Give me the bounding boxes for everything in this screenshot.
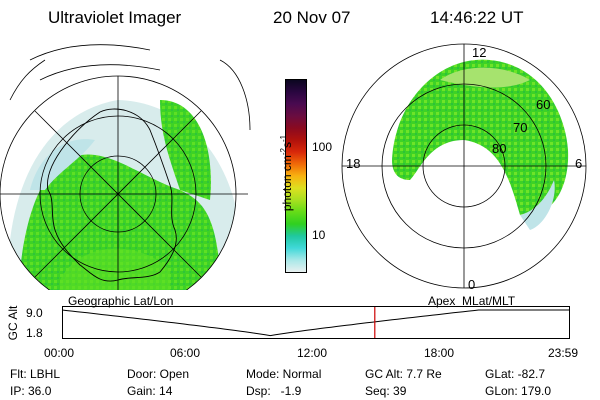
timeline-axis-label: GC Alt xyxy=(6,305,20,341)
colorbar-unit-label: photon cm-2s-1 xyxy=(279,134,294,212)
continent-outline xyxy=(47,108,177,282)
ip-value: IP: 36.0 xyxy=(10,384,52,398)
timeline-xtick-1800: 18:00 xyxy=(424,346,455,360)
timeline-frame xyxy=(62,306,570,339)
timeline-ytick-high: 9.0 xyxy=(26,306,43,320)
dsp-value: Dsp: -1.9 xyxy=(246,384,302,398)
image-date: 20 Nov 07 xyxy=(273,8,351,27)
mlat-label-60: 60 xyxy=(536,97,551,112)
geographic-aurora-image xyxy=(0,76,236,290)
magnetic-grid xyxy=(341,43,587,289)
geographic-map xyxy=(0,44,251,290)
orbit-altitude-plot xyxy=(62,306,570,339)
mlt-label-12: 12 xyxy=(472,45,487,60)
mlt-label-0: 0 xyxy=(468,277,476,292)
timeline-xtick-2359: 23:59 xyxy=(548,346,579,360)
geographic-caption: Geographic Lat/Lon xyxy=(68,294,174,308)
timeline-xtick-0600: 06:00 xyxy=(170,346,201,360)
altitude-curve xyxy=(62,309,570,337)
glat-value: GLat: -82.7 xyxy=(485,367,546,381)
colorbar-tick-10: 10 xyxy=(312,228,326,242)
door-value: Door: Open xyxy=(127,367,190,381)
gc-alt-value: GC Alt: 7.7 Re xyxy=(365,367,442,381)
mlt-label-18: 18 xyxy=(346,156,361,171)
timeline-ytick-low: 1.8 xyxy=(26,326,43,340)
magnetic-aurora-image xyxy=(342,44,586,288)
gain-value: Gain: 14 xyxy=(127,384,173,398)
mlat-label-80: 80 xyxy=(492,141,507,156)
magnetic-caption: Apex MLat/MLT xyxy=(428,294,516,308)
colorbar xyxy=(285,79,307,273)
magnetic-map xyxy=(341,43,587,289)
filter-value: Flt: LBHL xyxy=(10,367,61,381)
timeline-xtick-0000: 00:00 xyxy=(44,346,75,360)
mlt-label-6: 6 xyxy=(575,156,583,171)
image-time: 14:46:22 UT xyxy=(430,8,524,27)
seq-value: Seq: 39 xyxy=(365,384,407,398)
geographic-grid xyxy=(0,44,251,290)
mode-value: Mode: Normal xyxy=(246,367,322,381)
colorbar-tick-100: 100 xyxy=(312,140,333,154)
mlat-label-70: 70 xyxy=(513,120,528,135)
timeline-xtick-1200: 12:00 xyxy=(297,346,328,360)
glon-value: GLon: 179.0 xyxy=(485,384,552,398)
instrument-title: Ultraviolet Imager xyxy=(48,8,182,27)
